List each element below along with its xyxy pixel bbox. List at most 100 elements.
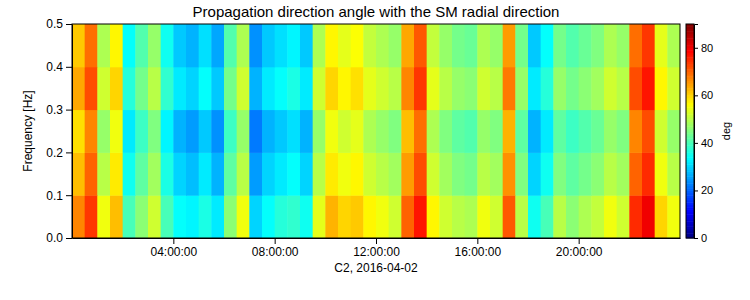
heat-cell — [477, 67, 490, 110]
heat-cell — [503, 152, 516, 195]
heat-cell — [617, 110, 630, 153]
heat-cell — [199, 110, 212, 153]
heat-cell — [85, 152, 98, 195]
heat-cell — [465, 24, 478, 67]
heat-cell — [617, 152, 630, 195]
heat-cell — [211, 110, 224, 153]
heat-cell — [300, 110, 313, 153]
heat-cell — [642, 110, 655, 153]
heat-cell — [667, 67, 680, 110]
heat-cell — [427, 195, 440, 238]
heat-cell — [655, 24, 668, 67]
colorbar-tick-label: 80 — [701, 42, 713, 54]
heat-cell — [237, 24, 250, 67]
heat-cell — [173, 152, 186, 195]
heat-cell — [249, 67, 262, 110]
heat-cell — [123, 195, 136, 238]
x-tick-mark — [173, 238, 174, 244]
heat-cell — [97, 195, 110, 238]
x-tick-mark — [376, 238, 377, 244]
heat-cell — [617, 195, 630, 238]
heat-cell — [655, 67, 668, 110]
heat-cell — [465, 152, 478, 195]
y-tick-mark — [66, 67, 72, 68]
heat-cell — [490, 152, 503, 195]
heat-cell — [97, 67, 110, 110]
heat-cell — [275, 195, 288, 238]
heat-cell — [249, 110, 262, 153]
heat-cell — [667, 110, 680, 153]
heat-cell — [617, 67, 630, 110]
heat-cell — [211, 152, 224, 195]
heat-cell — [199, 24, 212, 67]
y-tick-mark — [66, 238, 72, 239]
heat-cell — [313, 67, 326, 110]
heat-cell — [363, 24, 376, 67]
heat-cell — [72, 110, 85, 153]
heat-cell — [161, 67, 174, 110]
y-tick: 0.0 — [46, 231, 72, 245]
heat-cell — [427, 152, 440, 195]
x-tick-label: 04:00:00 — [150, 245, 197, 259]
x-tick: 16:00:00 — [454, 238, 501, 259]
heat-cell — [351, 152, 364, 195]
x-tick: 12:00:00 — [353, 238, 400, 259]
heat-cell — [591, 152, 604, 195]
heat-cell — [211, 67, 224, 110]
heat-cell — [313, 110, 326, 153]
y-tick-label: 0.3 — [46, 103, 63, 117]
heat-cell — [300, 152, 313, 195]
heat-cell — [148, 67, 161, 110]
y-tick: 0.2 — [46, 146, 72, 160]
heat-cell — [173, 110, 186, 153]
heat-cell — [579, 152, 592, 195]
heat-cell — [211, 195, 224, 238]
heat-cell — [313, 152, 326, 195]
heat-cell — [553, 67, 566, 110]
x-axis-title: C2, 2016-04-02 — [334, 261, 418, 275]
heat-cell — [414, 195, 427, 238]
heat-cell — [85, 110, 98, 153]
y-tick-label: 0.0 — [46, 231, 63, 245]
heat-cell — [85, 24, 98, 67]
heat-cell — [123, 152, 136, 195]
x-tick: 20:00:00 — [556, 238, 603, 259]
heat-cell — [528, 67, 541, 110]
heat-cell — [186, 24, 199, 67]
colorbar-tick: 60 — [694, 89, 713, 101]
heat-cell — [123, 24, 136, 67]
y-axis-title: Frequency [Hz] — [21, 90, 35, 171]
y-tick-label: 0.1 — [46, 189, 63, 203]
heat-cell — [325, 67, 338, 110]
x-axis: 04:00:0008:00:0012:00:0016:00:0020:00:00 — [73, 238, 681, 259]
heat-cell — [642, 152, 655, 195]
heat-cell — [161, 195, 174, 238]
heat-cell — [541, 24, 554, 67]
heat-cell — [642, 195, 655, 238]
heat-cell — [591, 24, 604, 67]
heat-cell — [148, 24, 161, 67]
heat-cell — [249, 152, 262, 195]
heat-cell — [148, 195, 161, 238]
colorbar-tick-label: 40 — [701, 137, 713, 149]
heat-cell — [376, 110, 389, 153]
heat-cell — [287, 24, 300, 67]
heat-cell — [186, 152, 199, 195]
heat-cell — [351, 24, 364, 67]
heat-cell — [642, 24, 655, 67]
heat-cell — [604, 152, 617, 195]
heat-cell — [351, 195, 364, 238]
heat-cell — [553, 152, 566, 195]
heat-cell — [515, 152, 528, 195]
heat-cell — [376, 195, 389, 238]
heat-cell — [325, 24, 338, 67]
heat-cell — [224, 24, 237, 67]
heat-cell — [528, 195, 541, 238]
chart: 04:00:0008:00:0012:00:0016:00:0020:00:00… — [0, 0, 750, 300]
heat-cell — [452, 110, 465, 153]
heat-cell — [541, 152, 554, 195]
heat-cell — [376, 24, 389, 67]
heat-cell — [553, 110, 566, 153]
heat-cell — [604, 24, 617, 67]
heat-cell — [452, 195, 465, 238]
